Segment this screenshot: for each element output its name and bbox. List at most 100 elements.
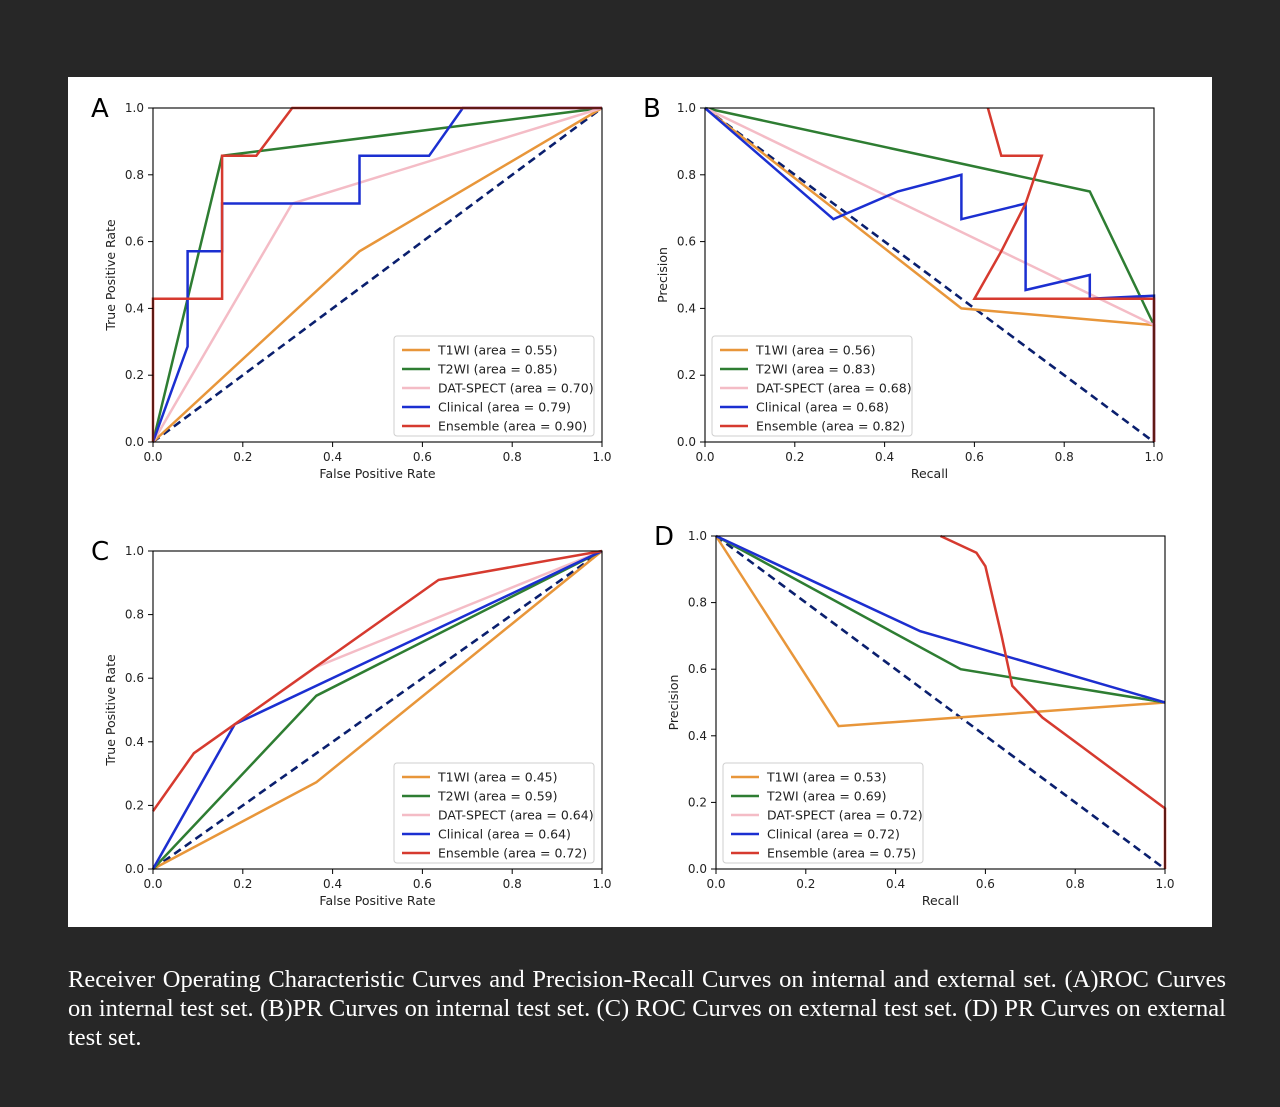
series-line-t2wi: [715, 534, 1166, 704]
y-axis-label: Precision: [666, 675, 681, 731]
x-tick-label: 0.2: [785, 450, 804, 464]
x-tick-label: 0.4: [323, 450, 342, 464]
x-tick-label: 0.0: [695, 450, 714, 464]
y-tick-label: 1.0: [677, 101, 696, 115]
x-tick-label: 0.6: [976, 877, 995, 891]
y-tick-label: 0.4: [677, 301, 696, 315]
y-tick-label: 0.6: [125, 671, 144, 685]
x-tick-label: 0.4: [886, 877, 905, 891]
y-tick-label: 0.8: [125, 608, 144, 622]
x-tick-label: 0.8: [1055, 450, 1074, 464]
y-tick-label: 0.6: [677, 235, 696, 249]
legend-entry-label: T2WI (area = 0.85): [437, 362, 558, 377]
y-tick-label: 1.0: [125, 544, 144, 558]
legend-entry-label: DAT-SPECT (area = 0.68): [756, 381, 912, 396]
legend-entry-label: T1WI (area = 0.56): [755, 343, 876, 358]
y-tick-label: 0.8: [677, 168, 696, 182]
panel-letter: D: [654, 522, 674, 552]
legend-entry-label: Ensemble (area = 0.90): [438, 419, 587, 434]
plot-frame: [152, 107, 603, 443]
legend-entry-label: Ensemble (area = 0.72): [438, 846, 587, 861]
legend-box: [722, 762, 924, 864]
charts-svg: A 0.0 0.2 0.4 0.6 0.8 1.0 0.0 0.2 0.4 0.6 0.8 1.0 Fal…: [91, 94, 1175, 908]
legend-entry-label: Ensemble (area = 0.82): [756, 419, 905, 434]
x-tick-label: 0.6: [413, 877, 432, 891]
legend-entry-label: Clinical (area = 0.79): [438, 400, 571, 415]
y-tick-label: 0.6: [688, 662, 707, 676]
x-tick-label: 0.0: [143, 877, 162, 891]
legend-entry-label: T1WI (area = 0.45): [437, 770, 558, 785]
reference-diagonal-line: [152, 106, 603, 444]
y-tick-label: 0.4: [125, 301, 144, 315]
panel-letter: C: [91, 537, 109, 567]
x-tick-label: 0.8: [1066, 877, 1085, 891]
legend-entry-label: T1WI (area = 0.55): [437, 343, 558, 358]
y-tick-label: 0.2: [125, 368, 144, 382]
legend-entry-label: T2WI (area = 0.69): [766, 789, 887, 804]
y-tick-label: 0.8: [688, 596, 707, 610]
plot-frame: [704, 107, 1155, 443]
legend-entry-label: Clinical (area = 0.72): [767, 827, 900, 842]
x-tick-label: 0.4: [323, 877, 342, 891]
series-line-t2wi: [152, 549, 603, 870]
panel-letter: B: [643, 94, 661, 124]
legend-entry-label: Ensemble (area = 0.75): [767, 846, 916, 861]
reference-diagonal-line: [152, 549, 603, 871]
y-tick-label: 0.2: [125, 798, 144, 812]
figure-caption: Receiver Operating Characteristic Curves…: [68, 966, 1226, 1051]
plot-frame: [152, 550, 603, 870]
legend-entry-label: Clinical (area = 0.64): [438, 827, 571, 842]
series-line-ensemble: [151, 549, 603, 812]
x-tick-label: 0.8: [503, 450, 522, 464]
x-tick-label: 0.0: [143, 450, 162, 464]
y-tick-label: 0.0: [677, 435, 696, 449]
x-tick-label: 1.0: [1155, 877, 1174, 891]
x-tick-label: 0.2: [796, 877, 815, 891]
legend: T1WI (area = 0.53) T2WI (area = 0.69) DAT-…: [722, 762, 924, 864]
series-line-t1wi: [714, 535, 1166, 728]
panel-d: D 0.0 0.2 0.4 0.6 0.8 1.0 0.0 0.2 0.4 0.6 0.8 1.0 Rec…: [654, 522, 1175, 908]
y-axis-label: True Positive Rate: [103, 219, 118, 332]
legend: T1WI (area = 0.55) T2WI (area = 0.85) DAT-…: [393, 335, 595, 437]
legend-entry-label: T2WI (area = 0.83): [755, 362, 876, 377]
y-tick-label: 0.0: [125, 435, 144, 449]
series-line-t1wi: [152, 106, 603, 443]
x-tick-label: 0.6: [965, 450, 984, 464]
series-line-ensemble: [972, 107, 1156, 442]
x-axis-label: Recall: [911, 466, 948, 481]
y-axis-label: True Positive Rate: [103, 654, 118, 767]
x-tick-label: 0.6: [413, 450, 432, 464]
panel-a: A 0.0 0.2 0.4 0.6 0.8 1.0 0.0 0.2 0.4 0.6 0.8 1.0 Fal…: [91, 94, 612, 481]
legend-entry-label: T2WI (area = 0.59): [437, 789, 558, 804]
y-tick-label: 0.0: [688, 862, 707, 876]
figure-panel: A 0.0 0.2 0.4 0.6 0.8 1.0 0.0 0.2 0.4 0.6 0.8 1.0 Fal…: [68, 77, 1212, 927]
legend-entry-label: DAT-SPECT (area = 0.72): [767, 808, 923, 823]
y-tick-label: 0.4: [688, 729, 707, 743]
reference-diagonal-line: [715, 534, 1166, 871]
legend: T1WI (area = 0.56) T2WI (area = 0.83) DAT-…: [711, 335, 913, 437]
y-tick-label: 0.8: [125, 168, 144, 182]
legend-box: [711, 335, 913, 437]
y-tick-label: 0.2: [688, 795, 707, 809]
legend-entry-label: DAT-SPECT (area = 0.64): [438, 808, 594, 823]
panel-letter: A: [91, 94, 109, 124]
y-tick-label: 0.0: [125, 862, 144, 876]
reference-diagonal-line: [704, 106, 1155, 444]
series-line-dat-spect: [715, 534, 1166, 704]
legend-box: [393, 335, 595, 437]
legend-box: [393, 762, 595, 864]
x-tick-label: 1.0: [592, 450, 611, 464]
panel-c: C 0.0 0.2 0.4 0.6 0.8 1.0 0.0 0.2 0.4 0.6 0.8 1.0 Fal…: [91, 537, 612, 908]
y-tick-label: 1.0: [688, 529, 707, 543]
y-tick-label: 0.2: [677, 368, 696, 382]
x-axis-label: False Positive Rate: [319, 466, 435, 481]
y-tick-label: 1.0: [125, 101, 144, 115]
x-tick-label: 0.2: [233, 877, 252, 891]
y-tick-label: 0.6: [125, 235, 144, 249]
series-line-ensemble: [939, 534, 1167, 869]
x-tick-label: 0.0: [706, 877, 725, 891]
legend: T1WI (area = 0.45) T2WI (area = 0.59) DAT-…: [393, 762, 595, 864]
y-tick-label: 0.4: [125, 735, 144, 749]
x-tick-label: 1.0: [592, 877, 611, 891]
x-axis-label: Recall: [922, 893, 959, 908]
